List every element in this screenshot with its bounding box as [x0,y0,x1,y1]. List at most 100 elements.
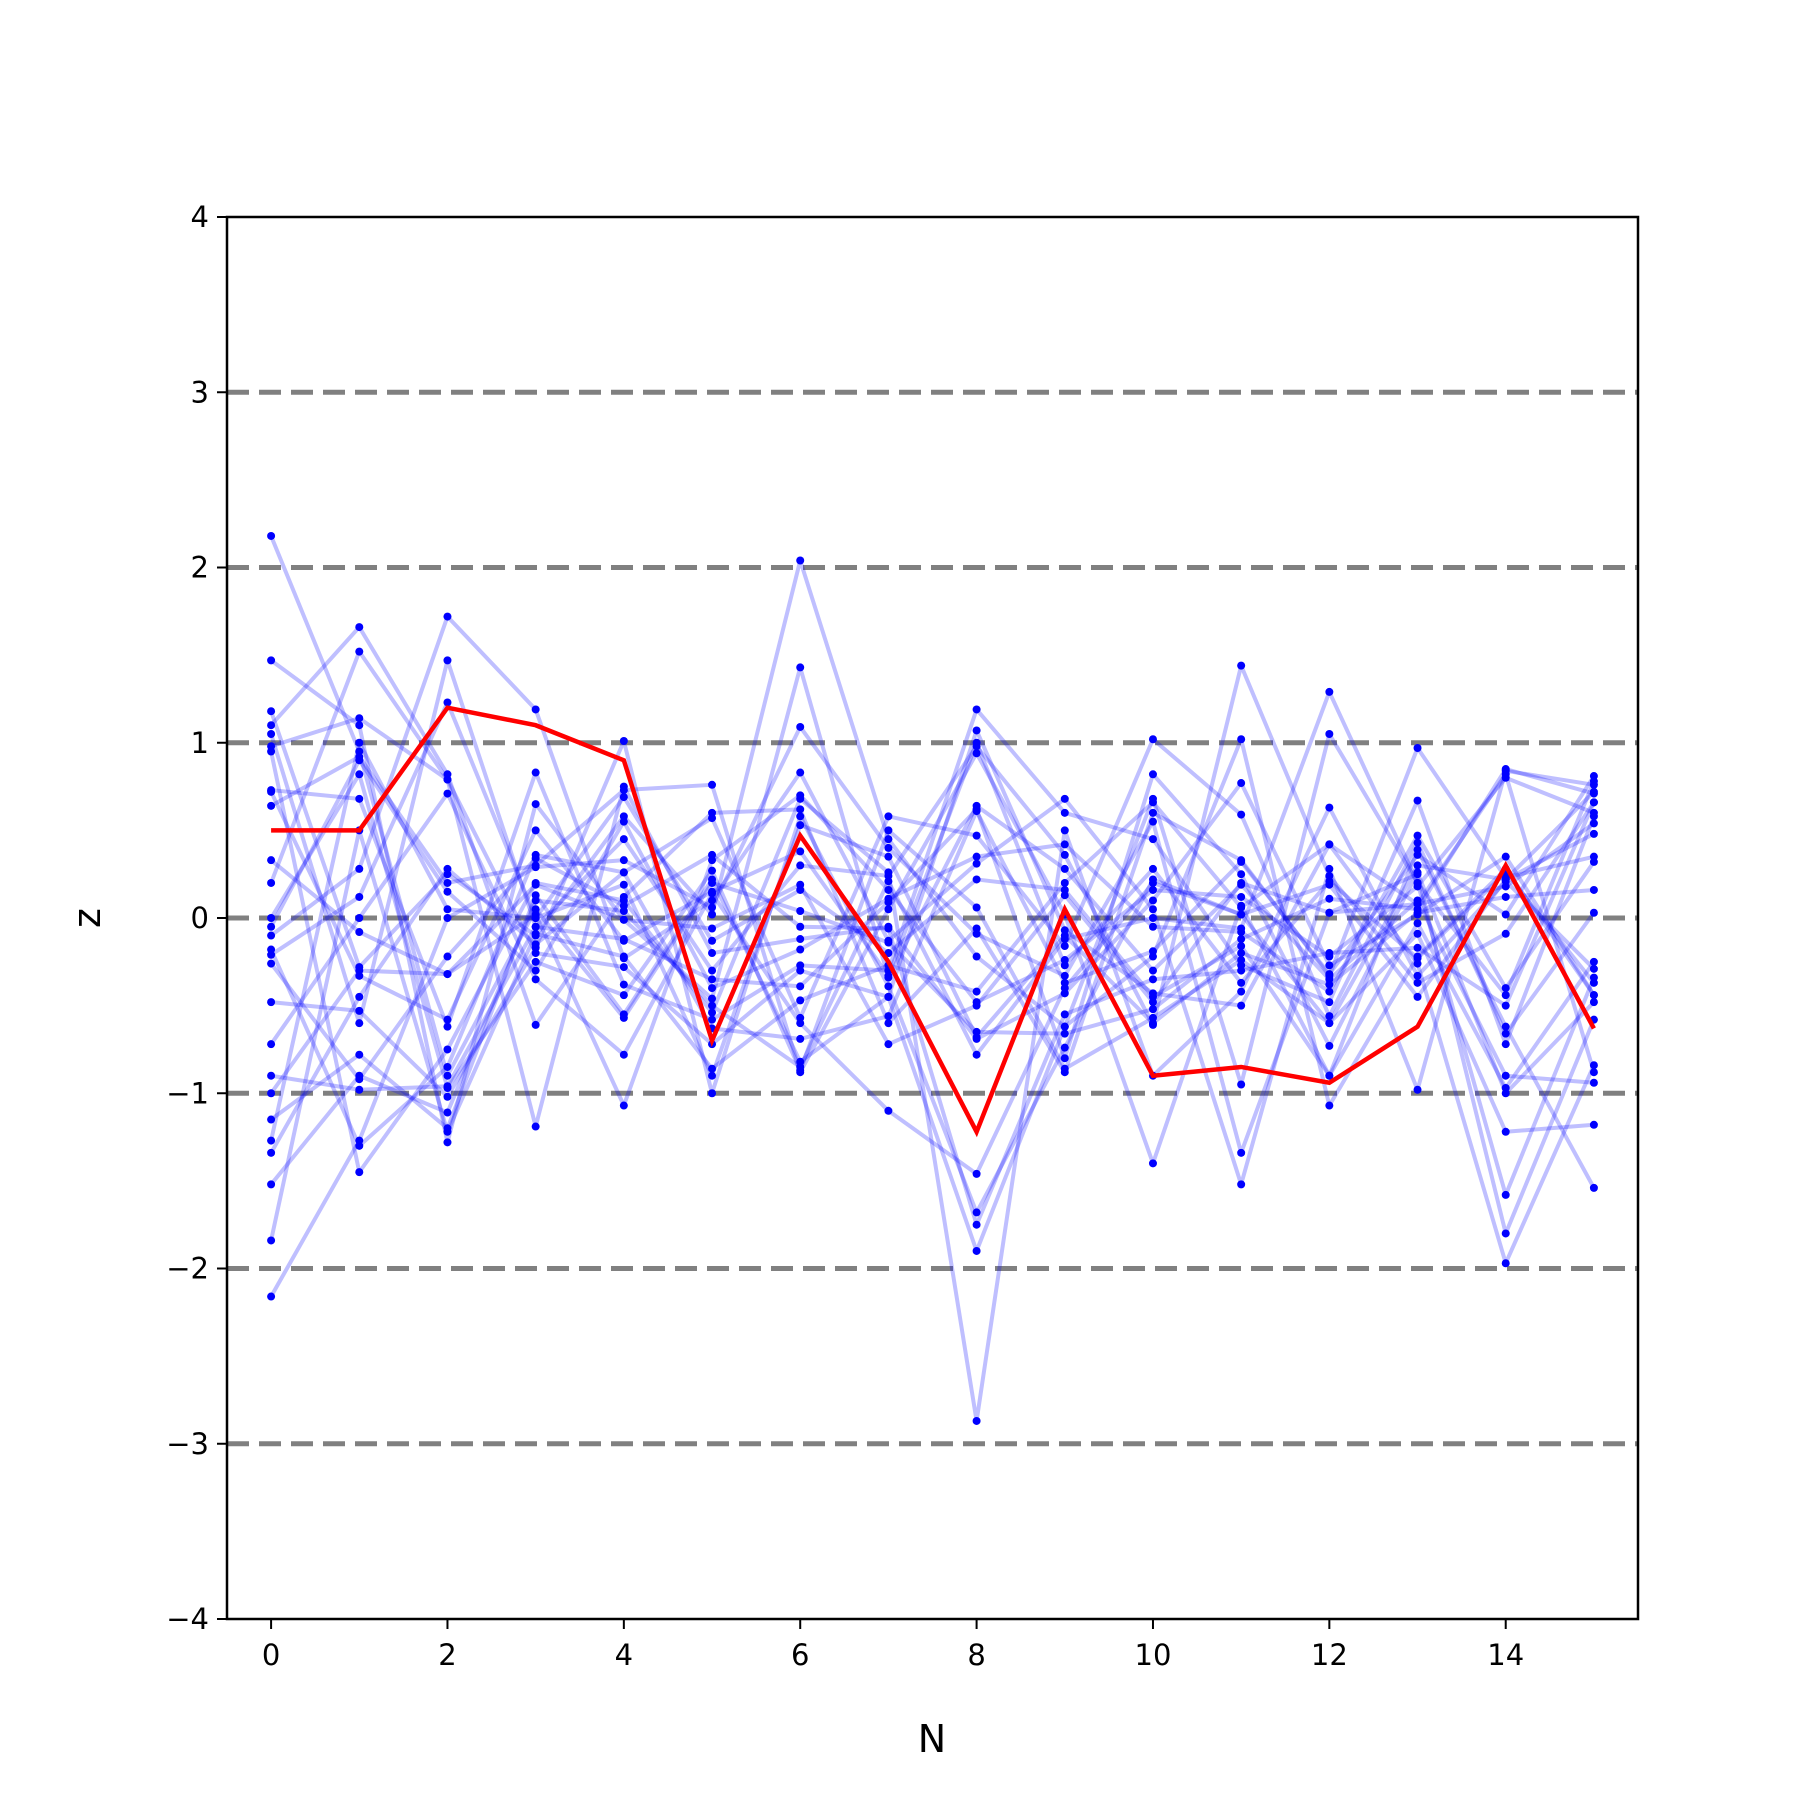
data-point [708,924,717,933]
data-point [796,1034,805,1043]
data-point [267,1148,276,1157]
data-point [1148,885,1157,894]
data-point [1589,1061,1598,1070]
data-point [267,721,276,730]
y-tick-label: −1 [166,1076,209,1110]
data-point [267,531,276,540]
data-point [972,903,981,912]
data-point [355,1019,364,1028]
data-point [267,1236,276,1245]
data-point [1501,991,1510,1000]
data-point [1237,978,1246,987]
data-point [708,949,717,958]
data-point [884,971,893,980]
data-point [355,647,364,656]
data-point [884,826,893,835]
data-point [1237,966,1246,975]
data-point [972,859,981,868]
data-point [531,975,540,984]
data-point [267,801,276,810]
data-point [1413,908,1422,917]
data-point [355,1050,364,1059]
data-point [1589,829,1598,838]
data-point [884,936,893,945]
data-point [1237,661,1246,670]
data-point [1237,810,1246,819]
data-point [884,894,893,903]
data-point [1148,864,1157,873]
series-line [269,772,1595,1090]
data-point [884,843,893,852]
data-point [443,656,452,665]
highlight-line [271,705,1596,1138]
data-point [355,992,364,1001]
data-point [796,768,805,777]
data-point [443,1127,452,1136]
x-axis-label: N [918,1717,946,1761]
data-point [1060,1043,1069,1052]
data-point [1237,1148,1246,1157]
x-tick-label: 14 [1487,1638,1524,1672]
data-point [1589,857,1598,866]
data-point [355,1006,364,1015]
data-point [708,1071,717,1080]
data-point [1325,1041,1334,1050]
data-point [796,812,805,821]
data-point [443,698,452,707]
data-point [267,1115,276,1124]
data-point [796,885,805,894]
series-line [269,558,1596,1087]
data-point [796,966,805,975]
data-point [355,1085,364,1094]
data-point [1148,947,1157,956]
x-tick-label: 10 [1135,1638,1172,1672]
data-point [267,856,276,865]
data-point [1148,1013,1157,1022]
series-line [269,801,1596,1227]
data-point [531,826,540,835]
data-point [619,817,628,826]
data-point [1148,966,1157,975]
y-tick-label: −2 [166,1252,209,1286]
series-line [269,800,1596,1266]
series-line [269,649,1596,1047]
data-point [443,914,452,922]
data-point [1325,961,1334,970]
data-point [1237,987,1246,996]
data-point [796,1066,805,1075]
data-point [972,1416,981,1425]
data-point [1413,850,1422,859]
data-point [796,805,805,814]
data-point [1413,870,1422,879]
data-point [619,936,628,945]
data-point [531,1020,540,1029]
data-point [972,1169,981,1178]
data-point [708,994,717,1003]
data-point [1237,870,1246,879]
data-point [796,722,805,731]
data-point [1589,885,1598,894]
data-point [531,854,540,863]
data-point [1501,1127,1510,1136]
data-point [1148,896,1157,905]
data-point [1237,735,1246,744]
data-point [443,1071,452,1080]
x-tick-label: 6 [791,1638,809,1672]
series-line [270,738,1596,1215]
data-point [1413,943,1422,952]
data-point [619,856,628,865]
data-point [1589,964,1598,973]
data-point [531,1122,540,1131]
data-point [1413,744,1422,753]
data-point [1589,998,1598,1007]
data-point [1501,1259,1510,1268]
data-point [1501,1071,1510,1080]
data-point [443,905,452,914]
data-point [619,963,628,972]
data-point [443,1138,452,1147]
data-point [531,914,540,922]
data-point [708,1001,717,1010]
data-point [531,929,540,938]
data-point [1501,929,1510,938]
data-point [796,791,805,800]
